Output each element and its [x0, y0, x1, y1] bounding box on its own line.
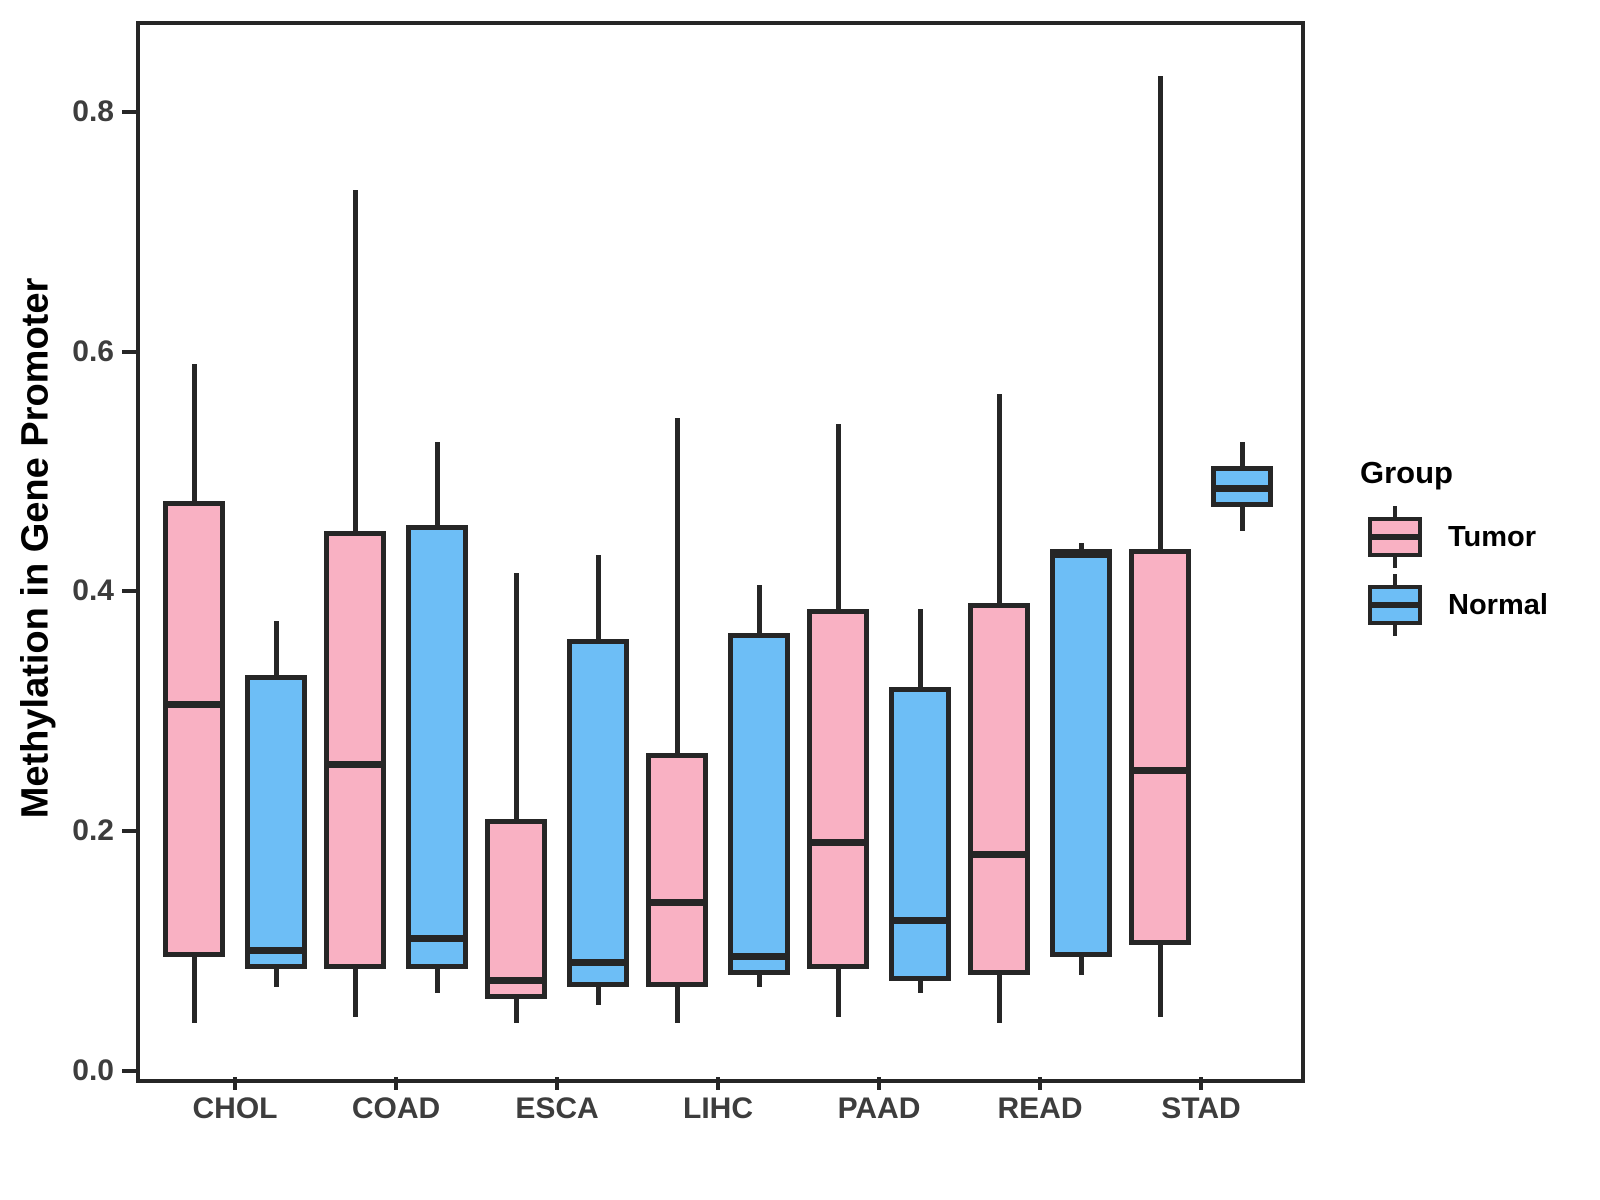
median-LIHC-Normal — [728, 953, 790, 961]
ytick-label-0.8: 0.8 — [72, 94, 114, 128]
box-ESCA-Tumor — [485, 819, 547, 1000]
box-PAAD-Tumor — [807, 609, 869, 970]
xtick-label-LIHC: LIHC — [683, 1092, 753, 1125]
median-ESCA-Normal — [567, 959, 629, 967]
box-READ-Tumor — [968, 603, 1030, 976]
ytick-mark-0.4 — [122, 589, 136, 594]
xtick-mark-COAD — [394, 1077, 398, 1090]
whisker-LIHC-Tumor — [675, 417, 680, 1024]
box-ESCA-Normal — [567, 639, 629, 988]
median-STAD-Normal — [1211, 485, 1273, 493]
box-LIHC-Tumor — [646, 753, 708, 988]
xtick-label-COAD: COAD — [351, 1092, 441, 1125]
ytick-mark-0.2 — [122, 829, 136, 834]
whisker-ESCA-Tumor — [514, 573, 519, 1024]
box-STAD-Tumor — [1129, 549, 1191, 946]
median-READ-Normal — [1050, 551, 1112, 559]
box-READ-Normal — [1050, 549, 1112, 958]
xtick-mark-STAD — [1199, 1077, 1203, 1090]
box-COAD-Tumor — [324, 531, 386, 970]
box-CHOL-Tumor — [163, 501, 225, 958]
median-PAAD-Tumor — [807, 839, 869, 847]
xtick-label-READ: READ — [997, 1092, 1083, 1125]
legend-label-Normal: Normal — [1448, 589, 1548, 621]
plot-panel — [136, 21, 1305, 1083]
box-PAAD-Normal — [889, 687, 951, 982]
ytick-mark-0.8 — [122, 109, 136, 114]
legend-glyph-median — [1368, 534, 1422, 540]
box-LIHC-Normal — [728, 633, 790, 976]
ytick-label-0.2: 0.2 — [72, 814, 114, 848]
median-CHOL-Normal — [245, 947, 307, 955]
xtick-mark-PAAD — [877, 1077, 881, 1090]
median-READ-Tumor — [968, 851, 1030, 859]
xtick-label-STAD: STAD — [1161, 1092, 1241, 1125]
median-COAD-Normal — [406, 935, 468, 943]
legend-item-Normal: Normal — [1368, 574, 1600, 636]
legend-glyph-whisker-top — [1393, 574, 1397, 585]
whisker-STAD-Tumor — [1158, 75, 1163, 1018]
xtick-mark-ESCA — [555, 1077, 559, 1090]
box-CHOL-Normal — [245, 675, 307, 970]
box-COAD-Normal — [406, 525, 468, 970]
legend-title: Group — [1360, 455, 1453, 490]
legend-glyph-whisker-bottom — [1393, 625, 1397, 636]
legend-glyph-median — [1368, 602, 1422, 608]
legend-glyph-whisker-top — [1393, 506, 1397, 517]
xtick-label-CHOL: CHOL — [192, 1092, 278, 1125]
xtick-label-ESCA: ESCA — [515, 1092, 599, 1125]
ytick-label-0.0: 0.0 — [72, 1054, 114, 1087]
legend-glyph-Normal — [1368, 574, 1422, 636]
ytick-mark-0.6 — [122, 349, 136, 354]
legend-glyph-whisker-bottom — [1393, 557, 1397, 568]
median-COAD-Tumor — [324, 761, 386, 769]
xtick-mark-CHOL — [233, 1077, 237, 1090]
median-CHOL-Tumor — [163, 701, 225, 709]
xtick-mark-READ — [1038, 1077, 1042, 1090]
ytick-mark-0.0 — [122, 1069, 136, 1073]
legend-glyph-Tumor — [1368, 506, 1422, 568]
xtick-mark-LIHC — [716, 1077, 720, 1090]
legend-label-Tumor: Tumor — [1448, 521, 1537, 553]
xtick-label-PAAD: PAAD — [837, 1092, 921, 1125]
median-STAD-Tumor — [1129, 767, 1191, 775]
median-LIHC-Tumor — [646, 899, 708, 907]
median-PAAD-Normal — [889, 917, 951, 925]
ytick-label-0.4: 0.4 — [72, 574, 114, 608]
ytick-label-0.6: 0.6 — [72, 334, 114, 368]
legend-item-Tumor: Tumor — [1368, 506, 1600, 568]
median-ESCA-Tumor — [485, 977, 547, 985]
